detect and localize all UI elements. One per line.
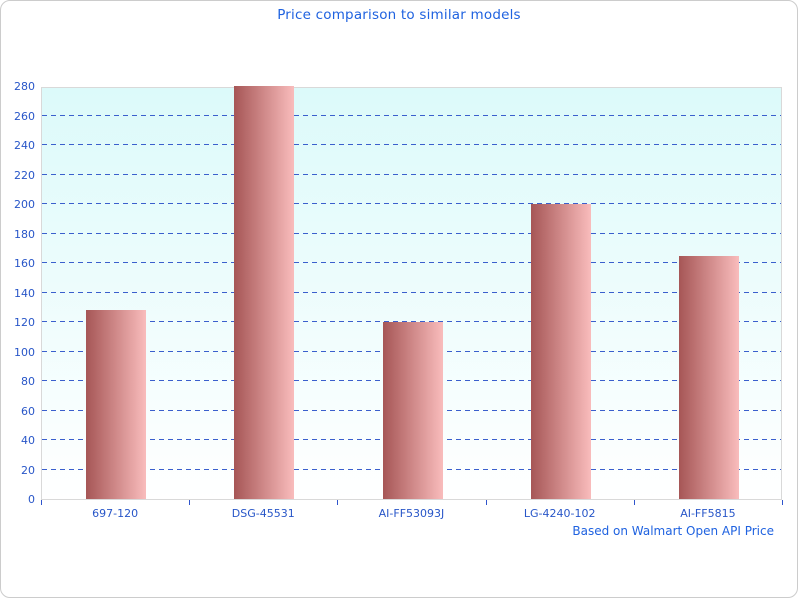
chart-footnote: Based on Walmart Open API Price bbox=[572, 524, 774, 538]
x-tick-label-DSG-45531: DSG-45531 bbox=[231, 507, 295, 520]
y-tick-label-20: 20 bbox=[21, 463, 35, 477]
y-tick-label-60: 60 bbox=[21, 404, 35, 418]
y-tick-label-180: 180 bbox=[14, 227, 35, 241]
bar-AI-FF5815 bbox=[678, 255, 739, 499]
y-tick-label-220: 220 bbox=[14, 168, 35, 182]
chart-title: Price comparison to similar models bbox=[277, 7, 521, 23]
gridline-y-120 bbox=[42, 321, 781, 322]
x-axis-tick-5 bbox=[782, 500, 783, 505]
y-tick-label-100: 100 bbox=[14, 345, 35, 359]
gridline-y-220 bbox=[42, 173, 781, 175]
bar-DSG-45531 bbox=[234, 86, 295, 499]
gridline-y-160 bbox=[42, 262, 781, 263]
y-tick-label-200: 200 bbox=[14, 198, 35, 211]
y-tick-label-240: 240 bbox=[14, 139, 35, 152]
gridline-y-180 bbox=[42, 232, 781, 234]
x-axis-tick-4 bbox=[633, 500, 635, 505]
y-tick-label-280: 280 bbox=[14, 80, 35, 93]
gridline-y-140 bbox=[42, 291, 781, 293]
y-tick-label-80: 80 bbox=[21, 375, 35, 388]
y-tick-label-160: 160 bbox=[14, 257, 35, 270]
y-tick-label-120: 120 bbox=[14, 316, 35, 329]
bar-697-120 bbox=[86, 310, 147, 499]
x-axis-tick-2 bbox=[337, 500, 339, 505]
x-tick-label-LG-4240-102: LG-4240-102 bbox=[523, 507, 596, 520]
x-axis-tick-0 bbox=[41, 500, 42, 505]
y-tick-label-40: 40 bbox=[21, 434, 35, 447]
bar-AI-FF53093J bbox=[382, 322, 443, 499]
x-tick-label-697-120: 697-120 bbox=[92, 507, 139, 520]
plot-area bbox=[41, 86, 782, 500]
x-axis-tick-3 bbox=[485, 500, 487, 505]
bar-LG-4240-102 bbox=[530, 204, 591, 499]
gridline-y-260 bbox=[42, 114, 781, 116]
x-tick-label-AI-FF5815: AI-FF5815 bbox=[680, 507, 736, 520]
y-tick-label-140: 140 bbox=[14, 286, 35, 300]
x-tick-label-AI-FF53093J: AI-FF53093J bbox=[378, 507, 445, 520]
y-tick-label-260: 260 bbox=[14, 109, 35, 123]
gridline-y-240 bbox=[42, 144, 781, 145]
x-axis-tick-1 bbox=[189, 500, 191, 505]
y-tick-label-0: 0 bbox=[28, 493, 35, 506]
gridline-y-200 bbox=[42, 203, 781, 204]
